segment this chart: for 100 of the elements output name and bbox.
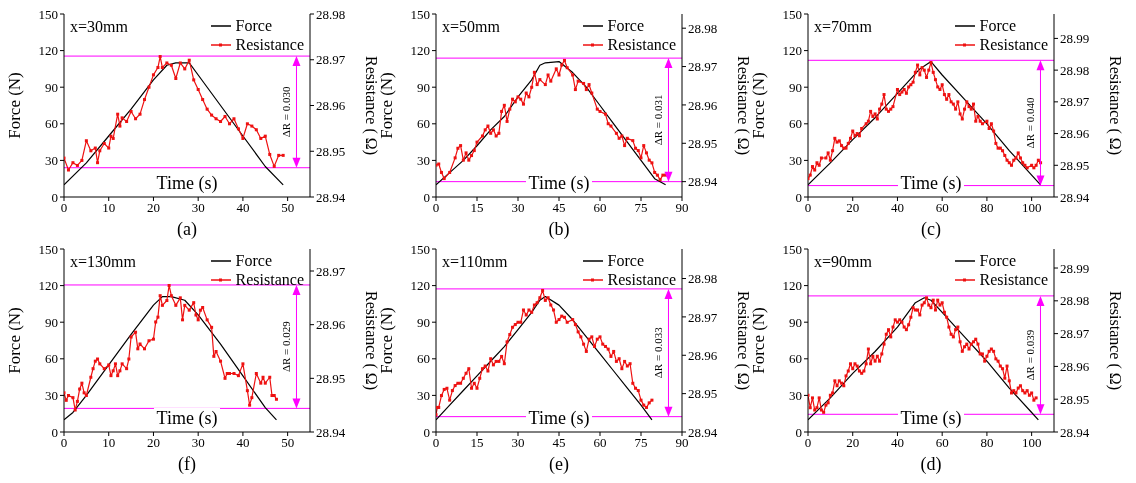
x-tick-label: 60 <box>935 435 949 451</box>
y-tick-label: 60 <box>417 351 430 367</box>
y-tick-label: 150 <box>38 6 58 22</box>
point <box>223 114 227 118</box>
y-tick-label: 120 <box>782 43 802 59</box>
x-tick-label: 50 <box>281 435 295 451</box>
y-tick-label: 90 <box>45 79 58 95</box>
x-tick-label: 75 <box>634 200 648 216</box>
x-tick-label: 60 <box>593 435 607 451</box>
y-tick-label: 0 <box>795 189 802 205</box>
y-tick-label: 0 <box>423 189 430 205</box>
point <box>263 134 267 138</box>
point <box>210 113 214 117</box>
legend-label: Resistance <box>235 35 304 54</box>
point <box>214 117 218 121</box>
text: (e) <box>548 454 570 475</box>
point <box>259 136 263 140</box>
x-tick-label: 15 <box>470 200 484 216</box>
x-tick-label: 60 <box>935 200 949 216</box>
point <box>227 122 231 126</box>
point <box>281 153 285 157</box>
annotation: x=50mm <box>442 18 500 36</box>
y-axis-title: Force (N) <box>5 307 25 374</box>
y-tick-label: 60 <box>45 351 58 367</box>
y2-tick-label: 28.99 <box>1060 260 1090 276</box>
y-axis-title: Force (N) <box>749 307 769 374</box>
point <box>138 112 142 116</box>
x-tick-label: 30 <box>511 435 525 451</box>
y-tick-label: 150 <box>782 6 802 22</box>
point <box>183 67 187 71</box>
point <box>120 116 124 120</box>
y-axis-title: Force (N) <box>377 72 397 139</box>
x-tick-label: 45 <box>552 435 566 451</box>
point <box>165 61 169 65</box>
annotation: ΔR = 0.033 <box>652 326 665 379</box>
point <box>241 136 245 140</box>
legend-label: Force <box>607 251 645 270</box>
x-tick-label: 75 <box>634 435 648 451</box>
y-tick-label: 60 <box>45 116 58 132</box>
x-tick-label: 80 <box>980 200 994 216</box>
point <box>254 128 258 132</box>
annotation: x=90mm <box>814 253 872 271</box>
annotation: ΔR = 0.040 <box>1024 97 1037 149</box>
y2-axis-title: Resistance ( Ω) <box>362 56 380 155</box>
point <box>196 87 200 91</box>
y2-tick-label: 28.97 <box>688 309 718 325</box>
x-tick-label: 20 <box>846 200 860 216</box>
y2-tick-label: 28.96 <box>688 347 718 363</box>
y2-axis-title: Resistance ( Ω) <box>362 291 380 390</box>
annotation: ΔR = 0.030 <box>280 85 293 138</box>
point <box>107 146 111 150</box>
y2-tick-label: 28.98 <box>688 20 718 36</box>
y-tick-label: 150 <box>38 241 58 257</box>
y2-tick-label: 28.95 <box>316 370 346 386</box>
text: (c) <box>920 219 942 240</box>
y2-tick-label: 28.94 <box>316 424 346 440</box>
y2-tick-label: 28.96 <box>316 317 346 333</box>
point <box>134 117 138 121</box>
x-tick-label: 30 <box>191 435 205 451</box>
y-tick-label: 120 <box>38 278 58 294</box>
annotation: x=110mm <box>442 253 508 271</box>
y2-tick-label: 28.96 <box>316 98 346 114</box>
y2-tick-label: 28.94 <box>688 424 718 440</box>
y2-tick-label: 28.96 <box>688 97 718 113</box>
x-tick-label: 30 <box>191 200 205 216</box>
y2-tick-label: 28.95 <box>1060 157 1090 173</box>
point <box>169 63 173 67</box>
x-axis-title: Time (s) <box>897 173 965 193</box>
x-tick-label: 20 <box>146 200 160 216</box>
annotation: ΔR = 0.039 <box>1024 329 1037 381</box>
y-tick-label: 0 <box>51 424 58 440</box>
x-tick-label: 40 <box>890 200 904 216</box>
legend-label: Resistance <box>607 270 676 289</box>
x-tick-label: 50 <box>281 200 295 216</box>
y2-axis-title: Resistance ( Ω) <box>734 56 752 155</box>
x-tick-label: 60 <box>593 200 607 216</box>
y-tick-label: 120 <box>782 278 802 294</box>
legend-label: Resistance <box>607 35 676 54</box>
legend-label: Force <box>235 251 273 270</box>
point <box>174 77 178 81</box>
y-tick-label: 120 <box>410 278 430 294</box>
legend-label: Resistance <box>979 35 1048 54</box>
point <box>116 112 120 116</box>
legend-label: Resistance <box>979 270 1048 289</box>
y-tick-label: 150 <box>410 6 430 22</box>
x-tick-label: 40 <box>890 435 904 451</box>
x-tick-label: 45 <box>552 200 566 216</box>
y-tick-label: 0 <box>423 424 430 440</box>
point <box>89 149 93 153</box>
y2-tick-label: 28.98 <box>1060 62 1090 78</box>
y2-tick-label: 28.97 <box>316 52 346 68</box>
x-tick-label: 40 <box>236 200 250 216</box>
x-tick-label: 100 <box>1021 435 1042 451</box>
point <box>250 124 254 128</box>
x-tick-label: 90 <box>675 435 689 451</box>
point <box>245 122 249 126</box>
y2-tick-label: 28.98 <box>688 271 718 287</box>
point <box>118 124 122 128</box>
point <box>277 153 281 157</box>
x-tick-label: 15 <box>470 435 484 451</box>
